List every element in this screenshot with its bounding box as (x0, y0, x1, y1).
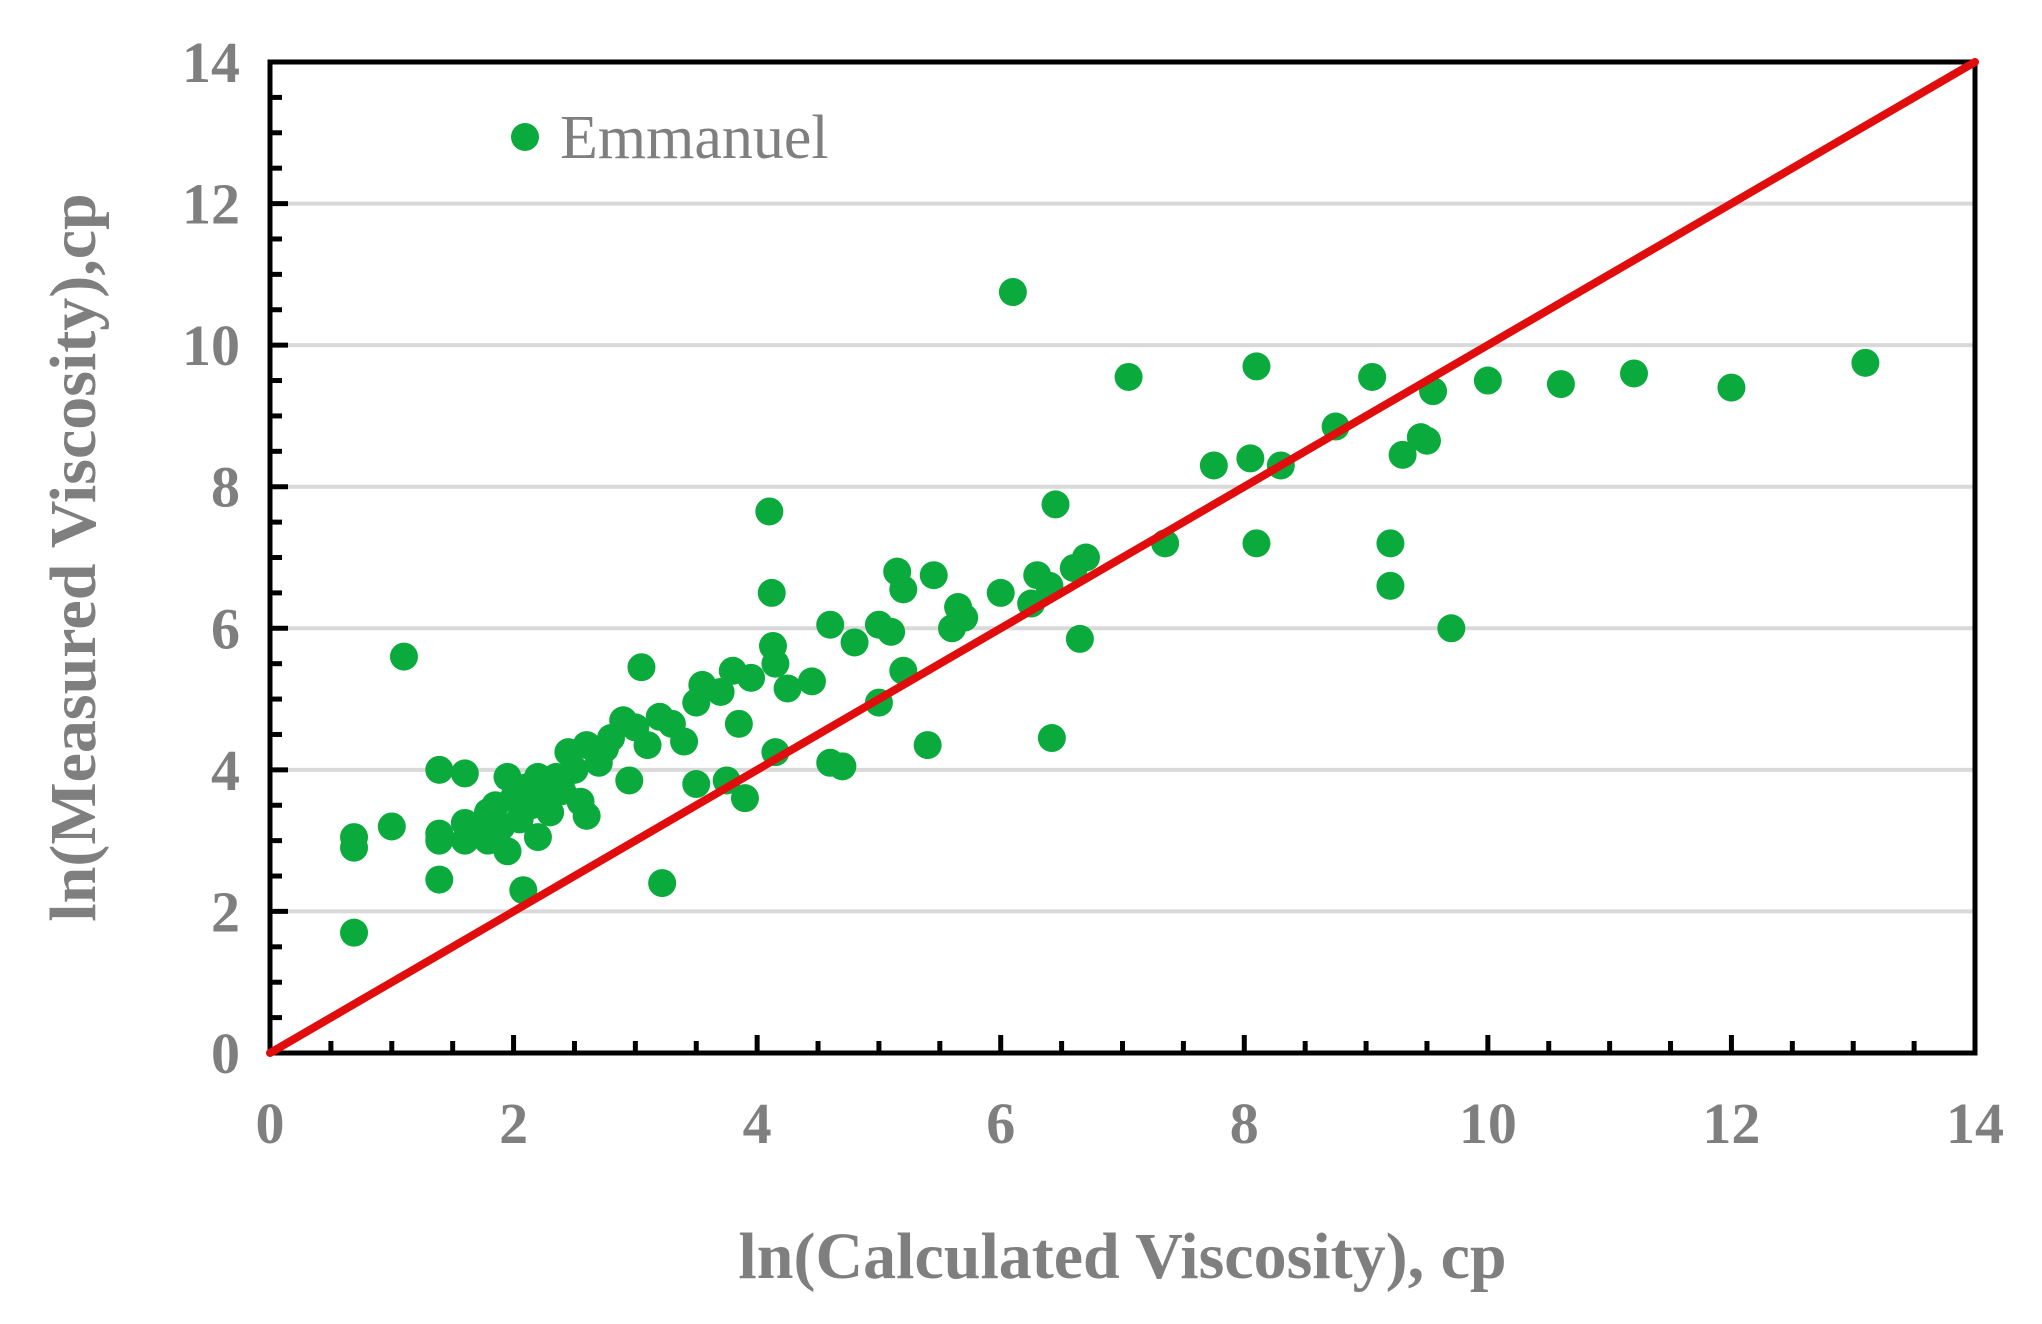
data-point-42 (633, 731, 662, 760)
data-point-8 (425, 865, 454, 894)
data-point-105 (1546, 370, 1575, 399)
legend-label-emmanuel: Emmanuel (560, 104, 829, 172)
x-tick-label: 4 (743, 1091, 772, 1156)
data-point-91 (1236, 444, 1265, 473)
y-tick-label: 6 (211, 596, 240, 661)
data-point-108 (1851, 348, 1880, 377)
y-tick-label: 8 (211, 455, 240, 520)
data-point-92 (1242, 352, 1271, 381)
data-point-34 (572, 801, 601, 830)
data-point-107 (1717, 373, 1746, 402)
data-point-54 (730, 784, 759, 813)
data-point-63 (816, 610, 845, 639)
data-point-41 (627, 653, 656, 682)
y-tick-label: 14 (182, 30, 240, 95)
x-tick-label: 14 (1946, 1091, 2004, 1156)
reference-line-y-equals-x (266, 58, 1979, 1057)
y-axis-title: ln(Measured Viscosity),cp (37, 193, 110, 921)
data-point-71 (889, 575, 918, 604)
data-point-61 (773, 674, 802, 703)
legend: Emmanuel (511, 104, 829, 172)
x-tick-label: 8 (1230, 1091, 1259, 1156)
data-point-56 (755, 497, 784, 526)
data-point-39 (615, 766, 644, 795)
x-tick-label: 6 (986, 1091, 1015, 1156)
data-point-50 (706, 677, 735, 706)
x-axis-title: ln(Calculated Viscosity), cp (738, 1220, 1506, 1293)
data-point-18 (493, 837, 522, 866)
data-point-3 (377, 812, 406, 841)
data-point-7 (425, 826, 454, 855)
y-tick-label: 12 (182, 172, 240, 237)
data-point-73 (913, 731, 942, 760)
x-tick-labels: 0 2 4 6 8 10 12 14 (256, 1091, 2005, 1156)
data-point-86 (1065, 624, 1094, 653)
x-tick-label: 2 (499, 1091, 528, 1156)
data-point-66 (840, 628, 869, 657)
data-point-69 (877, 617, 906, 646)
data-point-46 (670, 727, 699, 756)
data-point-2 (340, 918, 369, 947)
data-point-104 (1473, 366, 1502, 395)
x-tick-label: 10 (1459, 1091, 1517, 1156)
data-point-31 (560, 755, 589, 784)
data-point-101 (1412, 426, 1441, 455)
data-point-88 (1114, 362, 1143, 391)
data-point-93 (1242, 529, 1271, 558)
data-point-106 (1620, 359, 1648, 388)
reference-line (266, 58, 1979, 1057)
data-point-9 (450, 759, 479, 788)
y-tick-label: 4 (211, 738, 240, 803)
data-point-74 (919, 561, 948, 590)
data-point-83 (1037, 724, 1066, 753)
data-point-62 (797, 667, 826, 696)
data-point-1 (340, 833, 369, 862)
data-point-55 (737, 663, 766, 692)
data-point-97 (1376, 529, 1405, 558)
data-point-5 (425, 755, 454, 784)
data-point-77 (950, 603, 979, 632)
data-point-48 (682, 770, 711, 799)
axis-ticks (267, 59, 1978, 1056)
y-tick-label: 2 (211, 879, 240, 944)
data-point-96 (1358, 362, 1387, 391)
data-point-79 (998, 278, 1027, 307)
y-tick-label: 10 (182, 313, 240, 378)
data-point-84 (1041, 490, 1070, 519)
y-tick-label: 0 (211, 1021, 240, 1086)
legend-marker-emmanuel (511, 123, 539, 151)
data-point-87 (1071, 543, 1100, 572)
data-point-57 (757, 578, 786, 607)
data-point-25 (523, 823, 552, 852)
data-point-78 (986, 578, 1015, 607)
data-point-98 (1376, 571, 1405, 600)
y-tick-labels: 0 2 4 6 8 10 12 14 (182, 30, 240, 1086)
data-point-90 (1199, 451, 1228, 480)
data-point-53 (724, 709, 753, 738)
data-point-99 (1388, 440, 1417, 469)
data-point-59 (761, 649, 790, 678)
data-points (340, 278, 1880, 947)
x-tick-label: 12 (1702, 1091, 1760, 1156)
data-point-27 (536, 798, 565, 827)
data-point-4 (389, 642, 418, 671)
data-point-44 (648, 869, 677, 898)
data-point-103 (1437, 614, 1466, 643)
data-point-65 (828, 752, 857, 781)
x-tick-label: 0 (256, 1091, 285, 1156)
